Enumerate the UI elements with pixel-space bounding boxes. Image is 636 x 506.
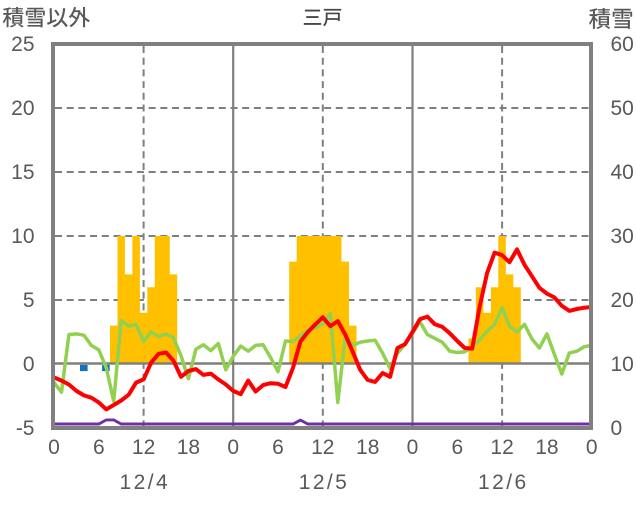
svg-text:25: 25 — [11, 33, 34, 56]
svg-text:12/4: 12/4 — [120, 471, 170, 494]
svg-text:5: 5 — [23, 289, 35, 312]
svg-text:10: 10 — [11, 225, 34, 248]
svg-text:50: 50 — [611, 97, 634, 120]
svg-text:40: 40 — [611, 161, 634, 184]
svg-text:0: 0 — [23, 353, 35, 376]
svg-text:12: 12 — [132, 436, 155, 459]
svg-text:0: 0 — [227, 436, 239, 459]
svg-text:60: 60 — [611, 33, 634, 56]
svg-text:0: 0 — [407, 436, 419, 459]
svg-text:20: 20 — [611, 289, 634, 312]
svg-text:0: 0 — [611, 417, 623, 440]
svg-text:6: 6 — [451, 436, 463, 459]
svg-text:15: 15 — [11, 161, 34, 184]
svg-text:10: 10 — [611, 353, 634, 376]
svg-text:12: 12 — [490, 436, 513, 459]
svg-text:30: 30 — [611, 225, 634, 248]
svg-text:12/6: 12/6 — [478, 471, 528, 494]
svg-text:18: 18 — [535, 436, 558, 459]
svg-text:0: 0 — [48, 436, 60, 459]
svg-text:18: 18 — [177, 436, 200, 459]
svg-text:20: 20 — [11, 97, 34, 120]
svg-text:0: 0 — [586, 436, 598, 459]
svg-text:18: 18 — [356, 436, 379, 459]
svg-text:-5: -5 — [16, 417, 35, 440]
svg-text:12: 12 — [311, 436, 334, 459]
svg-text:12/5: 12/5 — [299, 471, 349, 494]
svg-text:6: 6 — [93, 436, 105, 459]
svg-text:6: 6 — [272, 436, 284, 459]
